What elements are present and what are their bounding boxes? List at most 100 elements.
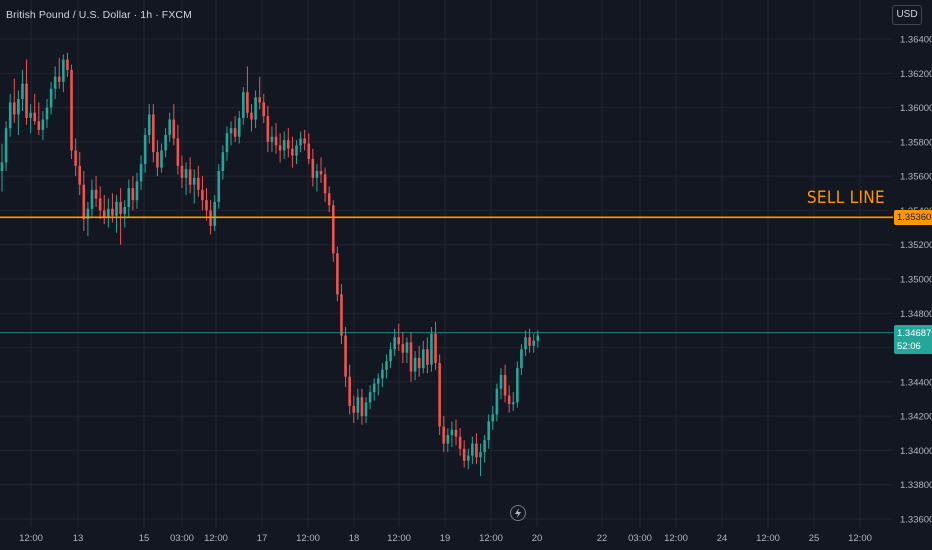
candle-body — [135, 181, 139, 201]
candle — [82, 171, 86, 231]
candle — [29, 104, 32, 134]
candle — [221, 145, 225, 180]
candle — [266, 105, 270, 153]
candle — [45, 99, 49, 129]
candle-body — [168, 119, 171, 135]
x-tick-label: 12:00 — [296, 533, 320, 544]
candle — [405, 337, 409, 363]
candle — [524, 330, 527, 357]
candle — [483, 435, 486, 463]
candle — [401, 332, 405, 363]
sell-line-label: SELL LINE — [806, 188, 885, 208]
candle — [471, 436, 474, 465]
y-tick-label: 1.35000 — [900, 275, 932, 286]
candle — [164, 128, 167, 158]
candle-body — [127, 188, 131, 207]
candle — [156, 140, 159, 177]
x-tick-label: 12:00 — [204, 533, 228, 544]
candle — [430, 327, 433, 372]
candle-body — [434, 333, 437, 363]
candle — [135, 172, 139, 209]
lightning-icon[interactable] — [510, 505, 526, 521]
candle — [397, 323, 401, 351]
candle — [287, 128, 290, 158]
candle-body — [266, 116, 270, 142]
candle — [466, 448, 470, 470]
x-tick-label: 22 — [597, 533, 608, 544]
candle-body — [192, 177, 196, 185]
candle-body — [442, 426, 446, 444]
candle — [152, 104, 155, 163]
candle — [426, 337, 429, 374]
candle — [536, 330, 540, 348]
candle — [507, 385, 511, 413]
candle-body — [315, 171, 319, 178]
candle-body — [307, 143, 311, 159]
x-tick-label: 24 — [717, 533, 728, 544]
candle — [520, 344, 523, 375]
y-tick-label: 1.34400 — [900, 377, 932, 388]
candle-body — [356, 397, 360, 413]
candle — [107, 198, 110, 228]
candle — [172, 104, 176, 146]
candle-body — [401, 344, 405, 353]
candle — [438, 354, 441, 435]
candle — [311, 148, 315, 187]
x-tick-label: 12:00 — [387, 533, 411, 544]
candle-body — [102, 210, 106, 218]
candle-body — [487, 421, 491, 441]
candle-body — [82, 184, 86, 219]
candle-body — [209, 210, 212, 226]
x-tick-label: 12:00 — [756, 533, 780, 544]
price-axis[interactable]: 1.364001.362001.360001.358001.356001.354… — [900, 35, 932, 526]
candle — [413, 351, 417, 381]
candle — [160, 143, 163, 173]
candle — [41, 111, 45, 141]
candle-body — [376, 378, 380, 384]
candle — [213, 195, 216, 231]
candle — [368, 385, 372, 410]
y-tick-label: 1.33800 — [900, 480, 932, 491]
candle-body — [405, 342, 409, 353]
candle-body — [131, 188, 135, 201]
candle-body — [532, 340, 535, 346]
candle — [364, 397, 368, 423]
candle — [90, 179, 94, 218]
candle-body — [270, 136, 274, 142]
sell-line-price-tag: 1.35360 — [894, 210, 932, 225]
candle — [327, 186, 331, 213]
candle — [123, 200, 126, 228]
candle — [491, 405, 495, 430]
y-tick-label: 1.35600 — [900, 172, 932, 183]
candle-body — [446, 435, 450, 444]
candle-body — [426, 349, 429, 365]
candle-body — [536, 335, 540, 341]
candle-body — [98, 198, 102, 211]
candle-body — [12, 102, 16, 115]
candle — [511, 392, 515, 411]
time-axis[interactable]: 12:00 13 15 03:00 12:00 17 12:00 18 12:00 19 12:00… — [19, 533, 872, 544]
candle — [143, 128, 147, 173]
candle-body — [278, 145, 282, 151]
x-tick-label: 03:00 — [170, 533, 194, 544]
candle — [49, 81, 53, 115]
candle — [17, 90, 20, 135]
candle-body — [57, 76, 61, 82]
candle — [516, 361, 519, 408]
candle — [66, 52, 69, 77]
candle — [94, 176, 98, 207]
candle — [192, 169, 196, 204]
grid — [0, 0, 893, 527]
candle — [352, 395, 356, 423]
candle-body — [250, 112, 253, 120]
candle — [201, 176, 204, 211]
candle-body — [291, 148, 294, 156]
candle — [188, 157, 192, 194]
candle-body — [417, 357, 421, 369]
y-tick-label: 1.34800 — [900, 309, 932, 320]
currency-button[interactable]: USD — [892, 5, 922, 25]
candle — [348, 364, 351, 415]
candle-body — [483, 440, 486, 453]
candle — [119, 188, 122, 245]
